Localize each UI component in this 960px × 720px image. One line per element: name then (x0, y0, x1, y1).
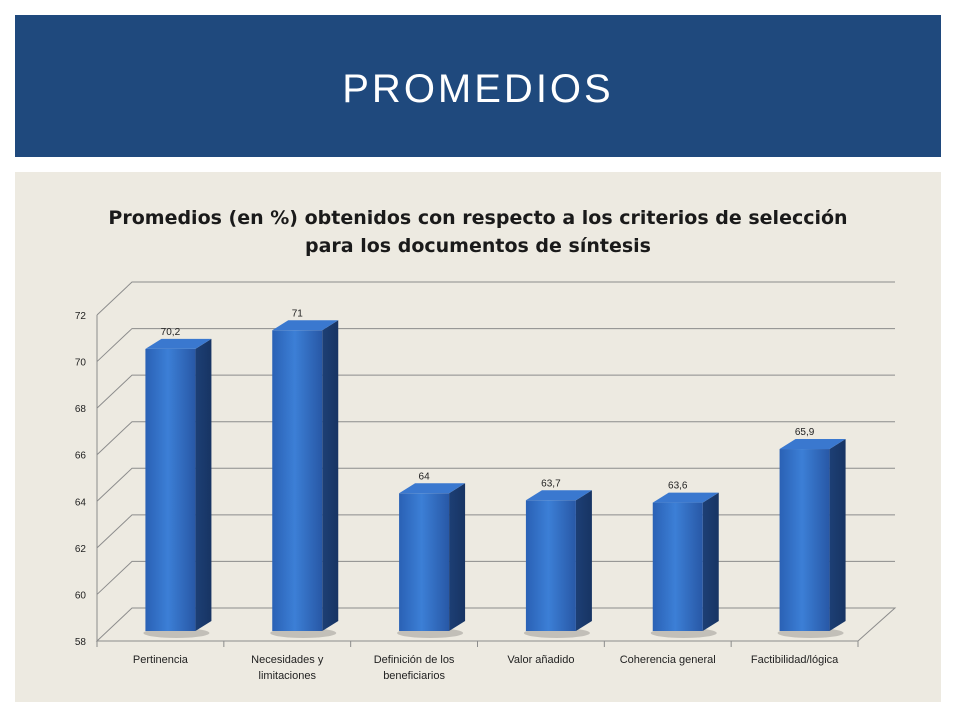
slide-title: PROMEDIOS (342, 66, 614, 111)
data-label: 71 (292, 308, 304, 319)
chart-floor (95, 607, 897, 642)
y-tick-label: 70 (75, 358, 87, 369)
y-tick-label: 72 (75, 311, 87, 322)
bar-side (575, 490, 592, 631)
bar-side (322, 320, 339, 631)
bar-side (702, 492, 719, 631)
x-tick-label: Pertinencia (133, 654, 189, 666)
bar-front (145, 348, 196, 631)
bar (270, 320, 339, 638)
chart-title-line-2: para los documentos de síntesis (305, 235, 651, 257)
x-tick-label: Valor añadido (507, 654, 574, 666)
data-label: 64 (419, 471, 431, 482)
bar (777, 439, 846, 638)
bar-front (525, 500, 576, 631)
bar-side (829, 439, 846, 631)
y-tick-label: 66 (75, 451, 87, 462)
bar-top (779, 439, 846, 450)
x-tick-label: limitaciones (259, 670, 317, 682)
data-label: 70,2 (161, 327, 181, 338)
bar-top (652, 492, 719, 503)
y-tick-label: 62 (75, 544, 87, 555)
data-label: 63,7 (541, 478, 561, 489)
bar (523, 490, 592, 638)
x-tick-label: Necesidades y (251, 654, 324, 666)
bar-top (399, 483, 466, 494)
chart-title-line-1: Promedios (en %) obtenidos con respecto … (108, 207, 848, 229)
bar (650, 492, 719, 638)
bar-side (449, 483, 466, 631)
y-tick-label: 68 (75, 404, 87, 415)
gridline (96, 421, 895, 456)
gridline (96, 514, 895, 549)
gridline (96, 467, 895, 502)
gridline (96, 560, 895, 595)
x-tick-label: Definición de los (374, 654, 455, 666)
slide-header: PROMEDIOS (15, 15, 941, 157)
gridline (96, 281, 895, 316)
bar-front (272, 330, 323, 631)
x-tick-label: Coherencia general (620, 654, 716, 666)
bar-front (779, 449, 830, 631)
y-tick-label: 64 (75, 497, 87, 508)
gridline (96, 328, 895, 362)
data-label: 63,6 (668, 481, 688, 492)
bar (397, 483, 466, 638)
bar-top (525, 490, 592, 501)
bar (143, 338, 212, 638)
bar-side (195, 338, 212, 631)
y-tick-label: 58 (75, 637, 87, 648)
x-tick-label: beneficiarios (383, 670, 445, 682)
bar-front (399, 493, 450, 631)
bar-top (145, 338, 212, 349)
bar-front (652, 502, 703, 631)
x-tick-label: Factibilidad/lógica (751, 654, 839, 666)
y-tick-label: 60 (75, 590, 87, 601)
data-label: 65,9 (795, 427, 815, 438)
chart-title: Promedios (en %) obtenidos con respecto … (15, 204, 941, 260)
bar-top (272, 320, 339, 331)
gridline (96, 374, 895, 409)
